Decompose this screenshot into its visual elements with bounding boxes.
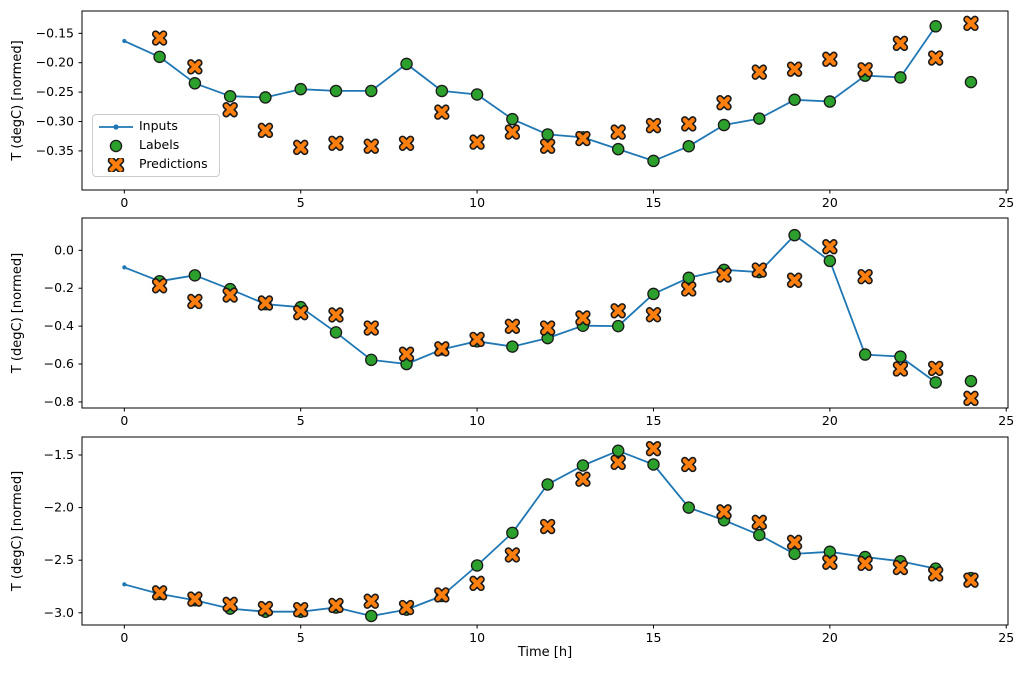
predictions-markers [151,440,979,618]
x-tick-label: 5 [297,630,305,645]
x-tick-label: 20 [822,195,838,210]
y-tick-label: −0.4 [44,318,74,333]
predictions-x-icon [93,157,139,172]
axes-frame [81,217,1009,409]
predictions-markers [151,15,979,156]
y-axis-ticks: −1.5 −2.0 −2.5 −3.0 [44,447,82,620]
y-axis-ticks: −0.15 −0.20 −0.25 −0.30 −0.35 [36,25,82,158]
legend: Inputs Labels Predictions [92,114,220,177]
inputs-line-icon [93,121,139,133]
x-tick-label: 15 [646,630,662,645]
y-tick-label: −0.25 [36,84,74,99]
x-tick-label: 25 [998,630,1014,645]
legend-item-predictions: Predictions [93,155,219,174]
x-tick-label: 0 [120,630,128,645]
y-tick-label: −0.2 [44,280,74,295]
y-tick-label: −3.0 [44,605,74,620]
x-axis-ticks: 0 5 10 15 20 25 [120,190,1014,210]
y-axis-label: T (degC) [normed] [10,471,25,592]
x-tick-label: 0 [120,413,128,428]
x-axis-ticks: 0 5 10 15 20 25 [120,408,1014,428]
subplot-middle: 0 5 10 15 20 25 0.0 −0.2 −0.4 −0.6 −0.8 T (degC) [n… [10,217,1014,428]
legend-label-labels: Labels [139,137,180,153]
x-axis-ticks: 0 5 10 15 20 25 [120,625,1014,645]
x-tick-label: 0 [120,195,128,210]
legend-item-inputs: Inputs [93,117,219,136]
y-tick-label: −0.20 [36,55,74,70]
y-tick-label: −0.8 [44,394,74,409]
subplot-bottom: 0 5 10 15 20 25 −1.5 −2.0 −2.5 −3.0 T (degC) [norm… [10,436,1014,660]
legend-label-predictions: Predictions [139,156,208,172]
labels-markers [153,20,978,168]
x-tick-label: 5 [297,195,305,210]
x-axis-label: Time [h] [517,645,572,660]
labels-circle-icon [93,139,139,153]
y-tick-label: −2.0 [44,500,74,515]
legend-item-labels: Labels [93,136,219,155]
x-tick-label: 20 [822,630,838,645]
predictions-markers [151,239,979,407]
x-tick-label: 15 [646,195,662,210]
x-tick-label: 25 [998,195,1014,210]
y-tick-label: −1.5 [44,447,74,462]
y-tick-label: −0.6 [44,356,74,371]
x-tick-label: 5 [297,413,305,428]
subplot-top: 0 5 10 15 20 25 −0.15 −0.20 −0.25 −0.30 −0.35 T (de… [10,10,1014,210]
x-tick-label: 15 [646,413,662,428]
x-tick-label: 10 [469,413,485,428]
y-tick-label: 0.0 [54,242,74,257]
y-tick-label: −0.15 [36,25,74,40]
y-axis-label: T (degC) [normed] [10,253,25,374]
y-tick-label: −0.30 [36,114,74,129]
x-tick-label: 25 [998,413,1014,428]
y-tick-label: −2.5 [44,552,74,567]
y-tick-label: −0.35 [36,143,74,158]
axes-frame [81,10,1009,191]
legend-label-inputs: Inputs [139,118,178,134]
x-tick-label: 10 [469,195,485,210]
y-axis-label: T (degC) [normed] [10,40,25,161]
x-tick-label: 10 [469,630,485,645]
x-tick-label: 20 [822,413,838,428]
y-axis-ticks: 0.0 −0.2 −0.4 −0.6 −0.8 [44,242,82,409]
